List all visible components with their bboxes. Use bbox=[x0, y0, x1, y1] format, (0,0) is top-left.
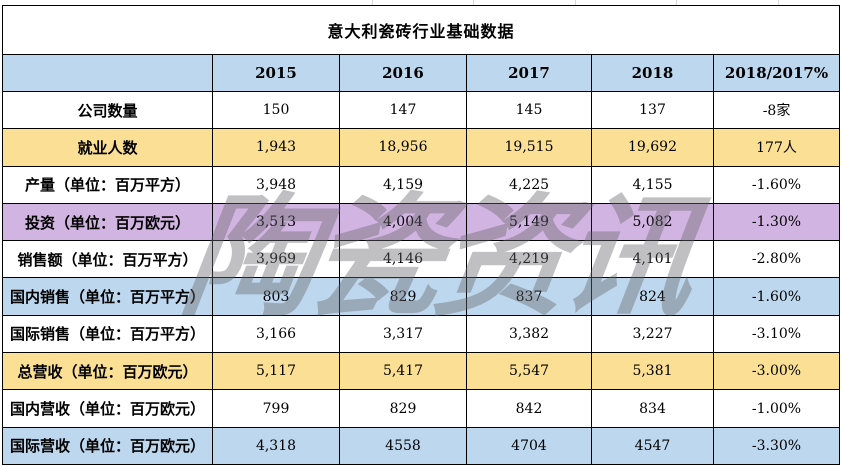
row-label: 销售额（单位：百万平方） bbox=[2, 240, 213, 279]
data-cell: 5,117 bbox=[212, 352, 340, 391]
table-row: 销售额（单位：百万平方） 3,969 4,146 4,219 4,101 -2.80% bbox=[2, 240, 841, 279]
data-cell: 5,082 bbox=[591, 202, 714, 242]
spreadsheet-gridline bbox=[575, 0, 576, 5]
column-header-2018: 2018 bbox=[591, 54, 714, 92]
row-label: 国内营收（单位：百万欧元） bbox=[2, 389, 213, 428]
data-cell: 18,956 bbox=[339, 128, 467, 167]
data-cell: 837 bbox=[466, 277, 592, 316]
data-cell: 4,146 bbox=[339, 240, 467, 279]
row-label: 总营收（单位：百万欧元） bbox=[2, 352, 213, 391]
spreadsheet-gridline bbox=[778, 0, 779, 5]
table-row: 就业人数 1,943 18,956 19,515 19,692 177人 bbox=[2, 128, 841, 167]
data-cell: 1,943 bbox=[212, 128, 340, 167]
data-cell: 4,004 bbox=[339, 202, 467, 242]
data-cell: 5,417 bbox=[339, 352, 467, 391]
data-cell: -1.60% bbox=[712, 277, 841, 316]
row-label: 就业人数 bbox=[2, 128, 213, 167]
data-cell: 4547 bbox=[591, 426, 714, 466]
table-row: 国内销售（单位：百万平方） 803 829 837 824 -1.60% bbox=[2, 277, 841, 316]
table-row: 公司数量 150 147 145 137 -8家 bbox=[2, 90, 841, 130]
data-cell: 799 bbox=[212, 389, 340, 428]
data-cell: 5,149 bbox=[466, 202, 592, 242]
row-label: 产量（单位：百万平方） bbox=[2, 165, 213, 204]
table-row: 国际营收（单位：百万欧元） 4,318 4558 4704 4547 -3.30% bbox=[2, 426, 841, 466]
row-label: 公司数量 bbox=[2, 90, 213, 130]
data-cell: 5,381 bbox=[591, 352, 714, 391]
data-cell: 4,318 bbox=[212, 426, 340, 466]
column-header-row: 2015 2016 2017 2018 2018/2017% bbox=[2, 54, 841, 92]
data-cell: -2.80% bbox=[712, 240, 841, 279]
data-cell: -1.00% bbox=[712, 389, 841, 428]
row-label: 投资（单位：百万欧元） bbox=[2, 202, 213, 242]
data-cell: 150 bbox=[212, 90, 340, 130]
data-cell: 177人 bbox=[712, 128, 841, 167]
data-cell: -3.00% bbox=[712, 352, 841, 391]
table-row: 产量（单位：百万平方） 3,948 4,159 4,225 4,155 -1.60% bbox=[2, 165, 841, 204]
data-cell: 4,159 bbox=[339, 165, 467, 204]
data-cell: 3,513 bbox=[212, 202, 340, 242]
row-label: 国内销售（单位：百万平方） bbox=[2, 277, 213, 316]
industry-data-table: 意大利瓷砖行业基础数据 2015 2016 2017 2018 2018/2017% 公… bbox=[1, 5, 841, 466]
table-row: 投资（单位：百万欧元） 3,513 4,004 5,149 5,082 -1.30% bbox=[2, 202, 841, 242]
table-body: 公司数量 150 147 145 137 -8家 就业人数 1,943 18,956 19,515… bbox=[2, 90, 841, 466]
spreadsheet-gridline bbox=[676, 0, 677, 5]
column-header-2016: 2016 bbox=[339, 54, 467, 92]
data-cell: 3,317 bbox=[339, 314, 467, 354]
data-cell: -1.60% bbox=[712, 165, 841, 204]
data-cell: -3.10% bbox=[712, 314, 841, 354]
table-row: 总营收（单位：百万欧元） 5,117 5,417 5,547 5,381 -3.00% bbox=[2, 352, 841, 391]
data-cell: -3.30% bbox=[712, 426, 841, 466]
data-cell: 137 bbox=[591, 90, 714, 130]
data-cell: -8家 bbox=[712, 90, 841, 130]
row-label: 国际销售（单位：百万平方） bbox=[2, 314, 213, 354]
table-row: 国际销售（单位：百万平方） 3,166 3,317 3,382 3,227 -3.10% bbox=[2, 314, 841, 354]
data-cell: 3,948 bbox=[212, 165, 340, 204]
column-header-2018/2017%: 2018/2017% bbox=[712, 54, 841, 92]
row-label: 国际营收（单位：百万欧元） bbox=[2, 426, 213, 466]
spreadsheet-gridline bbox=[473, 0, 474, 5]
data-cell: 4,155 bbox=[591, 165, 714, 204]
data-cell: 19,515 bbox=[466, 128, 592, 167]
data-cell: 4704 bbox=[466, 426, 592, 466]
data-cell: 4558 bbox=[339, 426, 467, 466]
data-cell: 829 bbox=[339, 389, 467, 428]
data-cell: 3,166 bbox=[212, 314, 340, 354]
data-cell: -1.30% bbox=[712, 202, 841, 242]
data-cell: 824 bbox=[591, 277, 714, 316]
data-cell: 4,225 bbox=[466, 165, 592, 204]
data-cell: 803 bbox=[212, 277, 340, 316]
data-cell: 842 bbox=[466, 389, 592, 428]
column-header-2015: 2015 bbox=[212, 54, 340, 92]
column-header-2017: 2017 bbox=[466, 54, 592, 92]
data-cell: 19,692 bbox=[591, 128, 714, 167]
data-cell: 3,382 bbox=[466, 314, 592, 354]
spreadsheet-gridline bbox=[372, 0, 373, 5]
data-cell: 145 bbox=[466, 90, 592, 130]
data-cell: 4,101 bbox=[591, 240, 714, 279]
data-cell: 3,969 bbox=[212, 240, 340, 279]
corner-cell bbox=[2, 54, 213, 92]
data-cell: 5,547 bbox=[466, 352, 592, 391]
table-row: 国内营收（单位：百万欧元） 799 829 842 834 -1.00% bbox=[2, 389, 841, 428]
data-cell: 829 bbox=[339, 277, 467, 316]
data-cell: 4,219 bbox=[466, 240, 592, 279]
table-title: 意大利瓷砖行业基础数据 bbox=[1, 5, 841, 55]
data-cell: 3,227 bbox=[591, 314, 714, 354]
data-cell: 834 bbox=[591, 389, 714, 428]
data-cell: 147 bbox=[339, 90, 467, 130]
table-title-row: 意大利瓷砖行业基础数据 bbox=[1, 5, 841, 55]
